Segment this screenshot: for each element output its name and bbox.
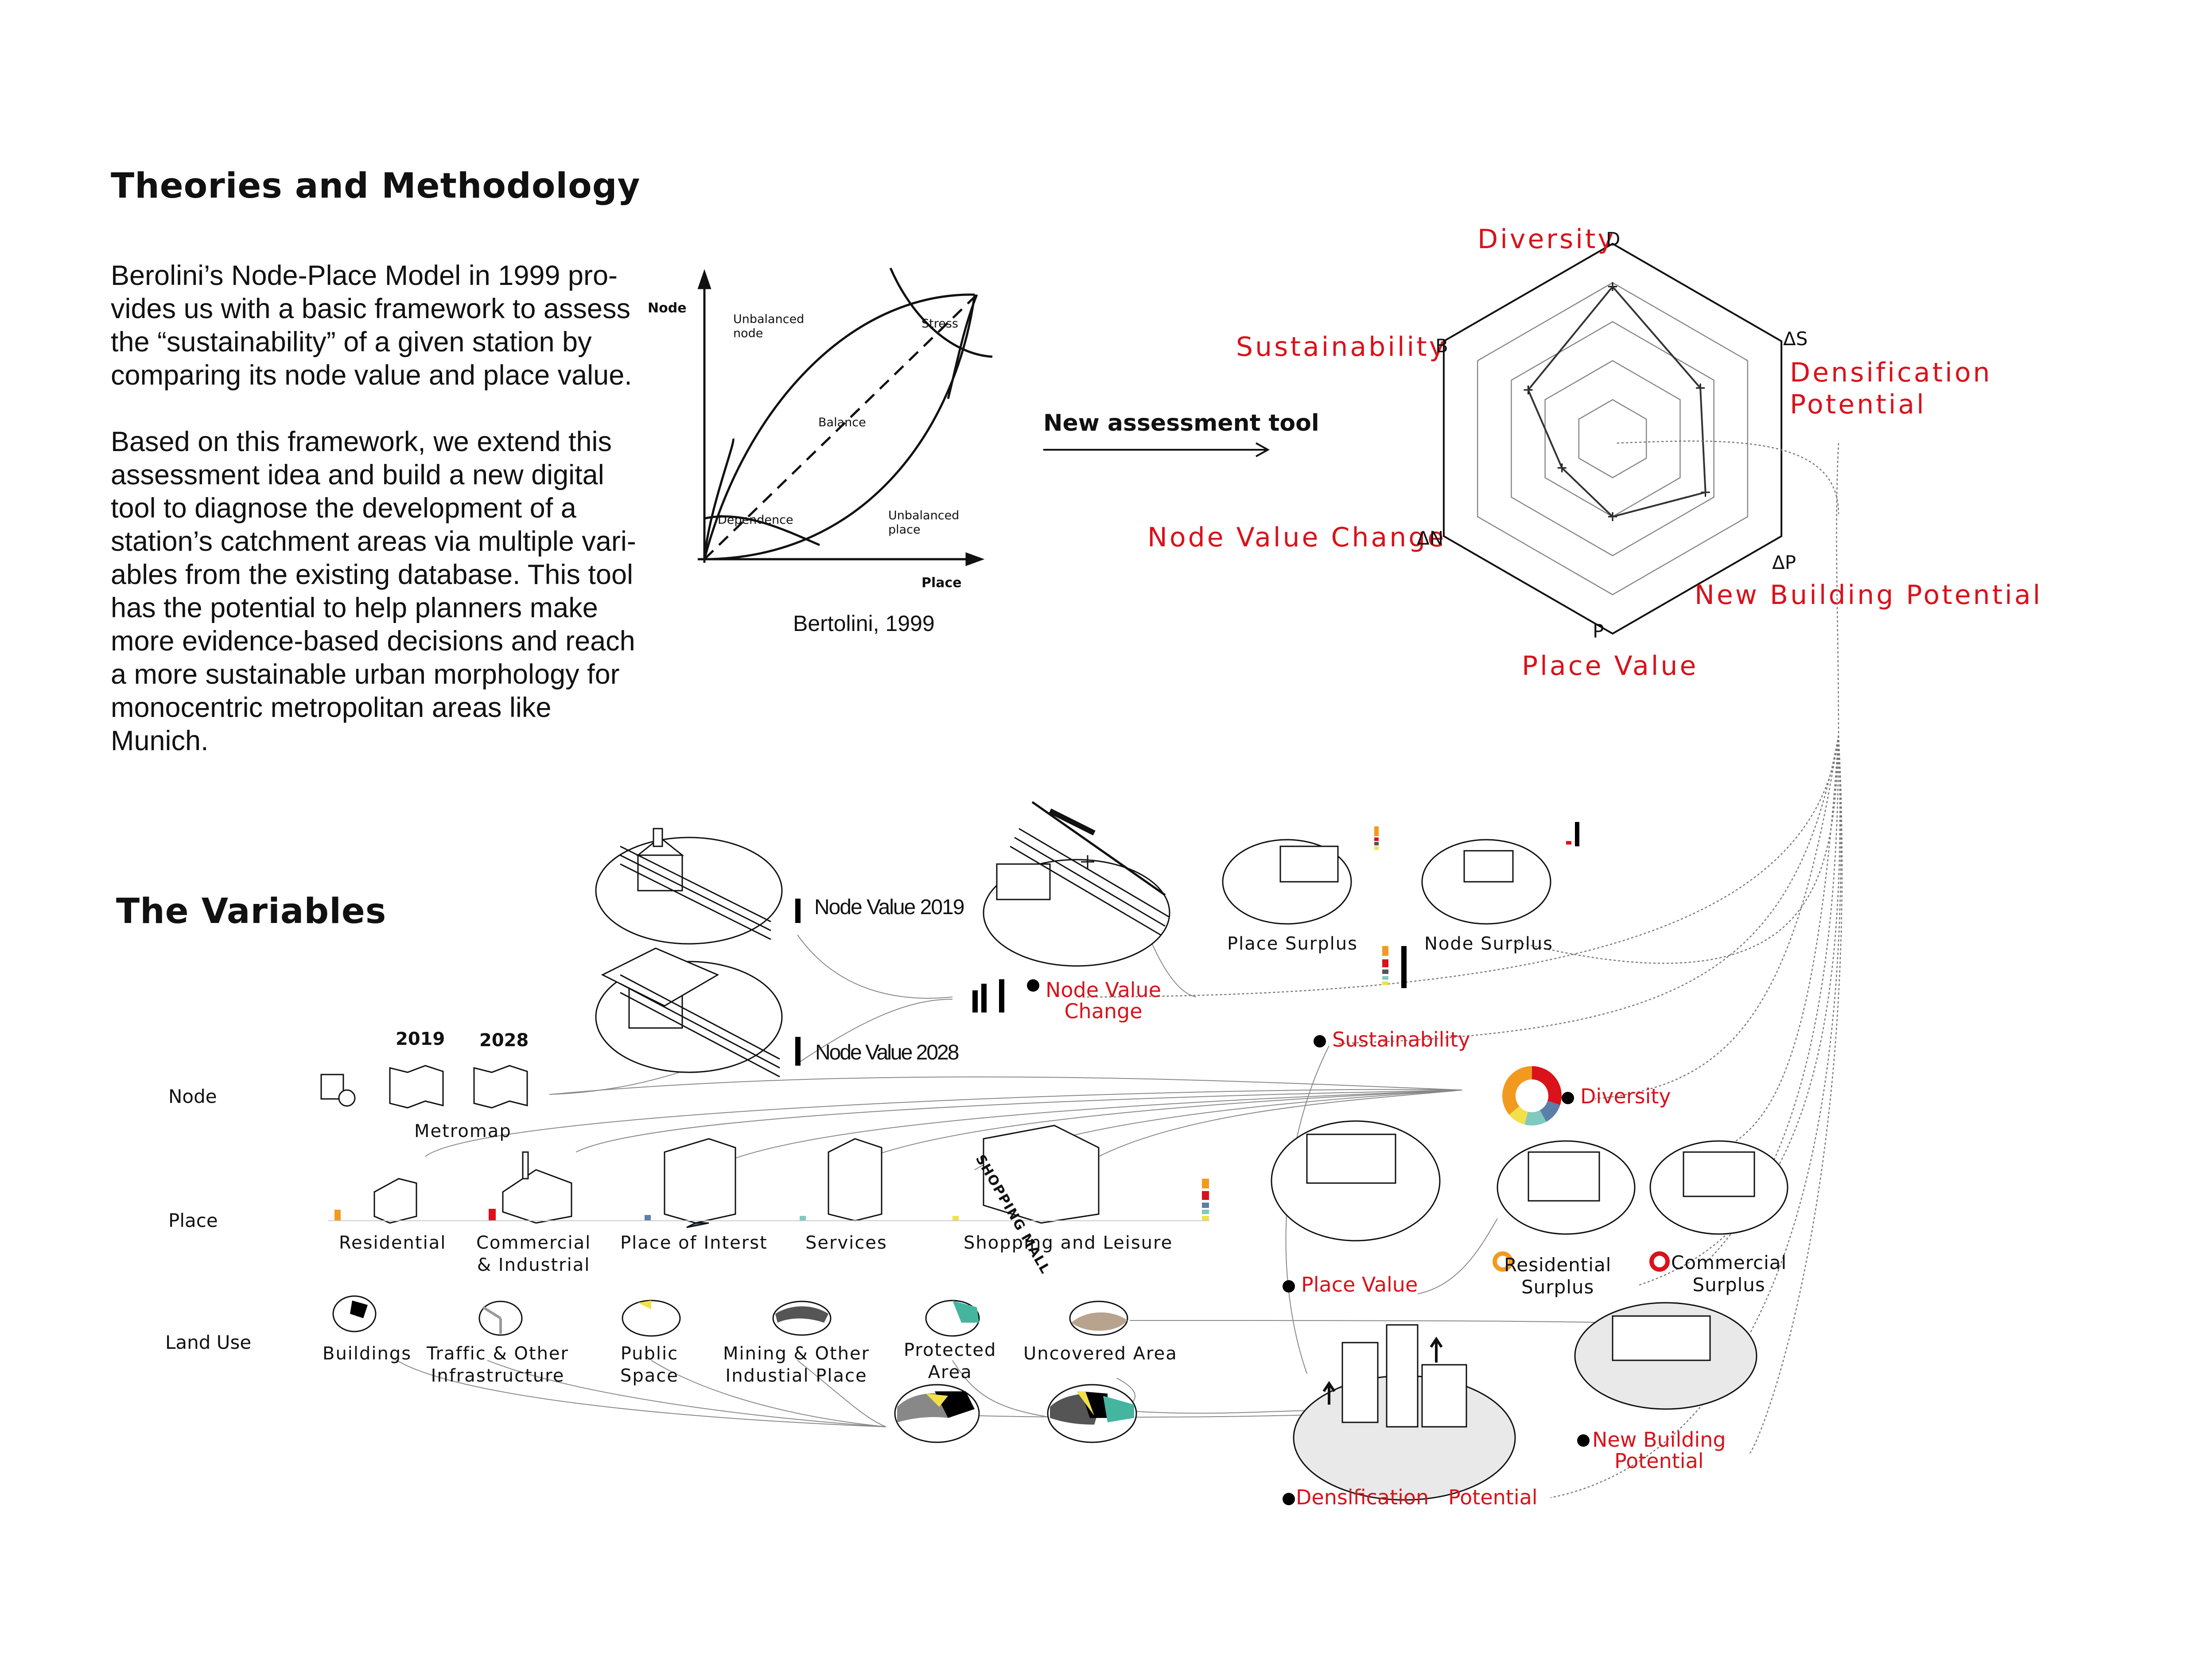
- land-use-mining: Mining & Other Industial Place: [723, 1343, 870, 1386]
- radar-code-dp: ΔP: [1772, 552, 1796, 573]
- radar-label-node-change: Node Value Change: [1147, 522, 1446, 553]
- donut-segment: [1532, 1066, 1562, 1105]
- place-surplus-label: Place Surplus: [1227, 934, 1358, 954]
- node-value-2028-label: Node Value 2028: [815, 1041, 959, 1064]
- bullet-icon: [1577, 1434, 1590, 1447]
- donut-segment: [1502, 1066, 1532, 1115]
- bullet-icon: [1027, 979, 1039, 992]
- commercial-surplus-label: Commercial Surplus: [1671, 1252, 1787, 1296]
- node-value-change-label: Node Value Change: [1027, 979, 1161, 1022]
- radar-ring: [1578, 399, 1647, 479]
- donut-segment: [1539, 1100, 1560, 1122]
- bullet-icon: [1314, 1035, 1326, 1048]
- radar-code-dn: ΔN: [1417, 527, 1444, 549]
- zone-dependence: Dependence: [718, 513, 793, 527]
- zone-stress: Stress: [921, 317, 958, 331]
- place-item-commercial: Commercial & Industrial: [476, 1233, 591, 1275]
- row-label-land-use: Land Use: [165, 1332, 252, 1353]
- land-use-public: Public Space: [620, 1343, 679, 1386]
- method-paragraph: Based on this framework, we extend this …: [111, 426, 636, 756]
- donut-segment: [1524, 1110, 1547, 1125]
- densification-node: Densification Potential: [1283, 1487, 1538, 1508]
- metromap-label: Metromap: [414, 1121, 512, 1141]
- radar-label-place-value: Place Value: [1522, 650, 1699, 681]
- radar-label-new-building: New Building Potential: [1695, 580, 2043, 611]
- row-label-node: Node: [168, 1086, 217, 1107]
- bertolini-caption: Bertolini, 1999: [793, 611, 935, 636]
- zone-unbalanced-node: Unbalanced node: [733, 312, 805, 340]
- radar-label-diversity: Diversity: [1477, 224, 1616, 255]
- sustainability-node: Sustainability: [1314, 1029, 1470, 1050]
- radar-label-sustainability: Sustainability: [1236, 331, 1447, 362]
- radar-code-ds: ΔS: [1783, 328, 1808, 350]
- radar-ring: [1511, 321, 1714, 557]
- new-building-node: New Building Potential: [1577, 1429, 1726, 1472]
- bullet-icon: [1562, 1091, 1574, 1104]
- land-use-uncovered: Uncovered Area: [1023, 1343, 1178, 1364]
- donut-segment: [1509, 1106, 1528, 1125]
- year-2028: 2028: [479, 1030, 529, 1051]
- radar-profile: [1527, 285, 1707, 518]
- radar-code-p: P: [1593, 620, 1604, 642]
- radar-ring: [1442, 242, 1783, 635]
- row-label-place: Place: [168, 1210, 218, 1231]
- place-item-services: Services: [805, 1233, 887, 1253]
- place-value-node: Place Value: [1283, 1274, 1418, 1295]
- place-item-residential: Residential: [339, 1233, 447, 1253]
- place-item-interest: Place of Interst: [620, 1233, 768, 1253]
- radar-ring: [1544, 360, 1681, 518]
- year-2019: 2019: [396, 1029, 445, 1049]
- new-assessment-tool-label: New assessment tool: [1043, 410, 1319, 436]
- section-title-variables: The Variables: [116, 892, 387, 931]
- land-use-protected: Protected Area: [904, 1340, 997, 1382]
- residential-surplus-label: Residential Surplus: [1504, 1254, 1612, 1298]
- node-value-2019-label: Node Value 2019: [814, 896, 964, 919]
- radar-code-d: D: [1606, 228, 1621, 250]
- radar-code-b: B: [1435, 335, 1448, 357]
- bertolini-x-axis-label: Place: [921, 575, 962, 591]
- bullet-icon: [1283, 1492, 1295, 1505]
- diversity-node: Diversity: [1562, 1086, 1671, 1107]
- land-use-traffic: Traffic & Other Infrastructure: [427, 1343, 569, 1386]
- radar-ring: [1477, 282, 1749, 596]
- zone-balance: Balance: [818, 416, 866, 429]
- shopping-mall-sign: SHOPPING MALL: [972, 1152, 1054, 1277]
- radar-label-densification: Densification Potential: [1790, 357, 1992, 420]
- bertolini-y-axis-label: Node: [648, 300, 687, 316]
- intro-paragraph: Berolini’s Node-Place Model in 1999 pro-…: [111, 260, 632, 391]
- place-item-shopping: Shopping and Leisure: [964, 1233, 1173, 1253]
- zone-unbalanced-place: Unbalanced place: [888, 509, 960, 537]
- section-title-theories: Theories and Methodology: [111, 166, 641, 206]
- node-surplus-label: Node Surplus: [1424, 934, 1553, 954]
- land-use-buildings: Buildings: [323, 1343, 412, 1364]
- bullet-icon: [1283, 1280, 1295, 1293]
